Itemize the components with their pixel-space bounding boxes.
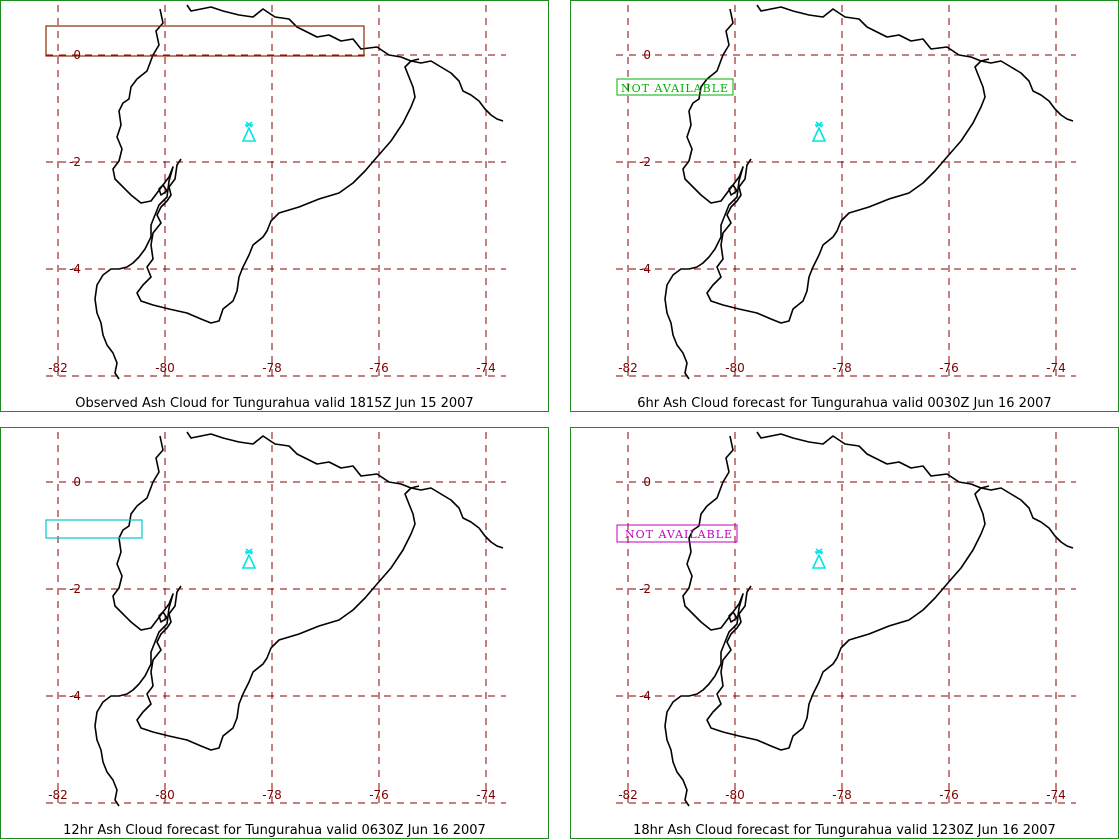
border-line	[756, 4, 1074, 122]
coast-line	[158, 184, 168, 196]
lat-tick-label: -2	[69, 155, 81, 169]
lon-tick-label: -80	[155, 788, 175, 802]
lat-tick-label: -2	[639, 155, 651, 169]
coast-line	[158, 611, 168, 623]
lat-lon-grid	[616, 5, 1076, 379]
coast-line	[706, 485, 990, 751]
lat-lon-grid	[616, 432, 1076, 806]
map-panel-6hr: -82 -80 -78 -76 -74 0 -2 -4 NOT AVAILABLE 6hr A…	[570, 0, 1119, 412]
lon-tick-label: -80	[155, 361, 175, 375]
map-panel-12hr: -82 -80 -78 -76 -74 0 -2 -4 12hr Ash Cloud fore…	[0, 427, 549, 839]
not-available-label: NOT AVAILABLE	[625, 528, 733, 541]
panel-caption: 6hr Ash Cloud forecast for Tungurahua va…	[637, 396, 1052, 411]
lon-tick-label: -80	[725, 788, 745, 802]
volcano-icon	[241, 121, 257, 142]
lat-tick-label: -4	[639, 262, 651, 276]
volcano-icon	[811, 121, 827, 142]
coast-line	[728, 611, 738, 623]
panel-caption: Observed Ash Cloud for Tungurahua valid …	[75, 396, 474, 411]
lat-tick-label: -4	[69, 689, 81, 703]
coast-line	[136, 58, 420, 324]
map-canvas: -82 -80 -78 -76 -74 0 -2 -4 NOT AVAILABLE	[616, 4, 1076, 380]
coastline	[664, 4, 1074, 380]
coastline	[664, 431, 1074, 807]
axis-labels: -82 -80 -78 -76 -74 0 -2 -4	[48, 475, 496, 802]
lat-tick-label: -2	[69, 582, 81, 596]
lat-tick-label: 0	[643, 48, 651, 62]
volcano-icon	[811, 121, 827, 142]
volcano-icon	[811, 548, 827, 569]
ash-cloud-box	[45, 519, 143, 539]
lon-tick-label: -76	[369, 788, 389, 802]
coast-line	[664, 435, 744, 807]
volcano-icon	[241, 121, 257, 142]
lon-tick-label: -76	[939, 788, 959, 802]
lat-tick-label: 0	[73, 475, 81, 489]
lon-tick-label: -82	[48, 788, 68, 802]
not-available-badge: NOT AVAILABLE	[616, 524, 738, 543]
panel-caption: 18hr Ash Cloud forecast for Tungurahua v…	[633, 823, 1056, 838]
coast-line	[94, 8, 174, 380]
coastline	[94, 4, 504, 380]
ash-cloud-outline	[45, 25, 365, 57]
axis-labels: -82 -80 -78 -76 -74 0 -2 -4	[48, 48, 496, 375]
lon-tick-label: -74	[1046, 788, 1066, 802]
volcano-icon	[241, 548, 257, 569]
lat-tick-label: 0	[643, 475, 651, 489]
border-line	[756, 431, 1074, 549]
lon-tick-label: -78	[832, 788, 852, 802]
lon-tick-label: -82	[48, 361, 68, 375]
lon-tick-label: -76	[369, 361, 389, 375]
lon-tick-label: -78	[262, 788, 282, 802]
map-panel-observed: -82 -80 -78 -76 -74 0 -2 -4 Observed Ash Cloud …	[0, 0, 549, 412]
coast-line	[728, 184, 738, 196]
lon-tick-label: -80	[725, 361, 745, 375]
lon-tick-label: -82	[618, 788, 638, 802]
coastline	[94, 431, 504, 807]
coast-line	[94, 435, 174, 807]
lon-tick-label: -74	[476, 788, 496, 802]
map-canvas: -82 -80 -78 -76 -74 0 -2 -4 NOT AVAILABLE	[616, 431, 1076, 807]
map-panel-18hr: -82 -80 -78 -76 -74 0 -2 -4 NOT AVAILABLE 18hr …	[570, 427, 1119, 839]
lat-lon-grid	[46, 5, 506, 379]
coast-line	[664, 8, 744, 380]
lon-tick-label: -82	[618, 361, 638, 375]
lon-tick-label: -76	[939, 361, 959, 375]
coast-line	[136, 485, 420, 751]
lon-tick-label: -78	[832, 361, 852, 375]
not-available-badge: NOT AVAILABLE	[616, 78, 734, 96]
lat-tick-label: -4	[69, 262, 81, 276]
map-canvas: -82 -80 -78 -76 -74 0 -2 -4	[45, 4, 506, 380]
panel-caption: 12hr Ash Cloud forecast for Tungurahua v…	[63, 823, 486, 838]
lat-tick-label: 0	[73, 48, 81, 62]
lat-tick-label: -4	[639, 689, 651, 703]
not-available-label: NOT AVAILABLE	[621, 82, 729, 95]
volcano-icon	[811, 548, 827, 569]
coast-line	[706, 58, 990, 324]
volcano-icon	[241, 548, 257, 569]
lat-tick-label: -2	[639, 582, 651, 596]
ash-cloud-outline	[45, 519, 143, 539]
axis-labels: -82 -80 -78 -76 -74 0 -2 -4	[618, 475, 1066, 802]
border-line	[186, 431, 504, 549]
lat-lon-grid	[46, 432, 506, 806]
lon-tick-label: -78	[262, 361, 282, 375]
lon-tick-label: -74	[476, 361, 496, 375]
ash-cloud-box	[45, 25, 365, 57]
border-line	[186, 4, 504, 122]
lon-tick-label: -74	[1046, 361, 1066, 375]
map-canvas: -82 -80 -78 -76 -74 0 -2 -4	[45, 431, 506, 807]
axis-labels: -82 -80 -78 -76 -74 0 -2 -4	[618, 48, 1066, 375]
